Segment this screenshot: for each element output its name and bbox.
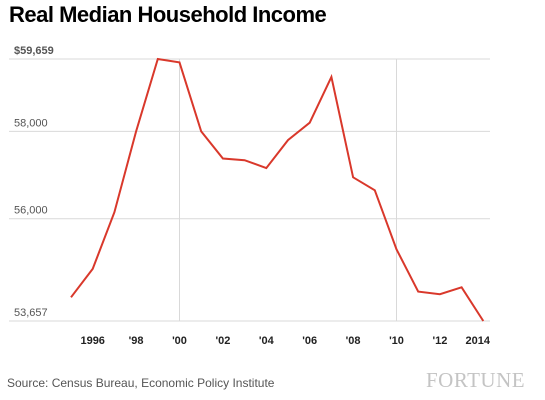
x-tick-label: '04 bbox=[259, 335, 275, 347]
y-tick-label: 56,000 bbox=[14, 205, 48, 217]
gridlines bbox=[9, 58, 490, 322]
x-tick-label: '02 bbox=[215, 335, 230, 347]
y-tick-label: 58,000 bbox=[14, 117, 48, 129]
series-layer bbox=[70, 57, 485, 322]
x-tick-label: 2014 bbox=[466, 335, 491, 347]
x-tick-label: '10 bbox=[389, 335, 404, 347]
x-tick-label: '98 bbox=[129, 335, 144, 347]
series-line bbox=[70, 57, 485, 322]
x-tick-label: '00 bbox=[172, 335, 187, 347]
fortune-logo: FORTUNE bbox=[426, 368, 526, 392]
y-axis-tick-labels: $59,659 58,000 56,000 53,657 bbox=[14, 45, 54, 319]
y-tick-label: $59,659 bbox=[14, 45, 54, 57]
source-note: Source: Census Bureau, Economic Policy I… bbox=[7, 376, 275, 390]
x-tick-label: '08 bbox=[346, 335, 361, 347]
x-tick-label: '06 bbox=[302, 335, 317, 347]
x-axis-tick-labels: 1996 '98 '00 '02 '04 '06 '08 '10 '12 2014 bbox=[80, 335, 490, 347]
y-tick-label: 53,657 bbox=[14, 307, 48, 319]
x-tick-label: '12 bbox=[432, 335, 447, 347]
x-tick-label: 1996 bbox=[80, 335, 104, 347]
chart-title: Real Median Household Income bbox=[9, 2, 327, 27]
